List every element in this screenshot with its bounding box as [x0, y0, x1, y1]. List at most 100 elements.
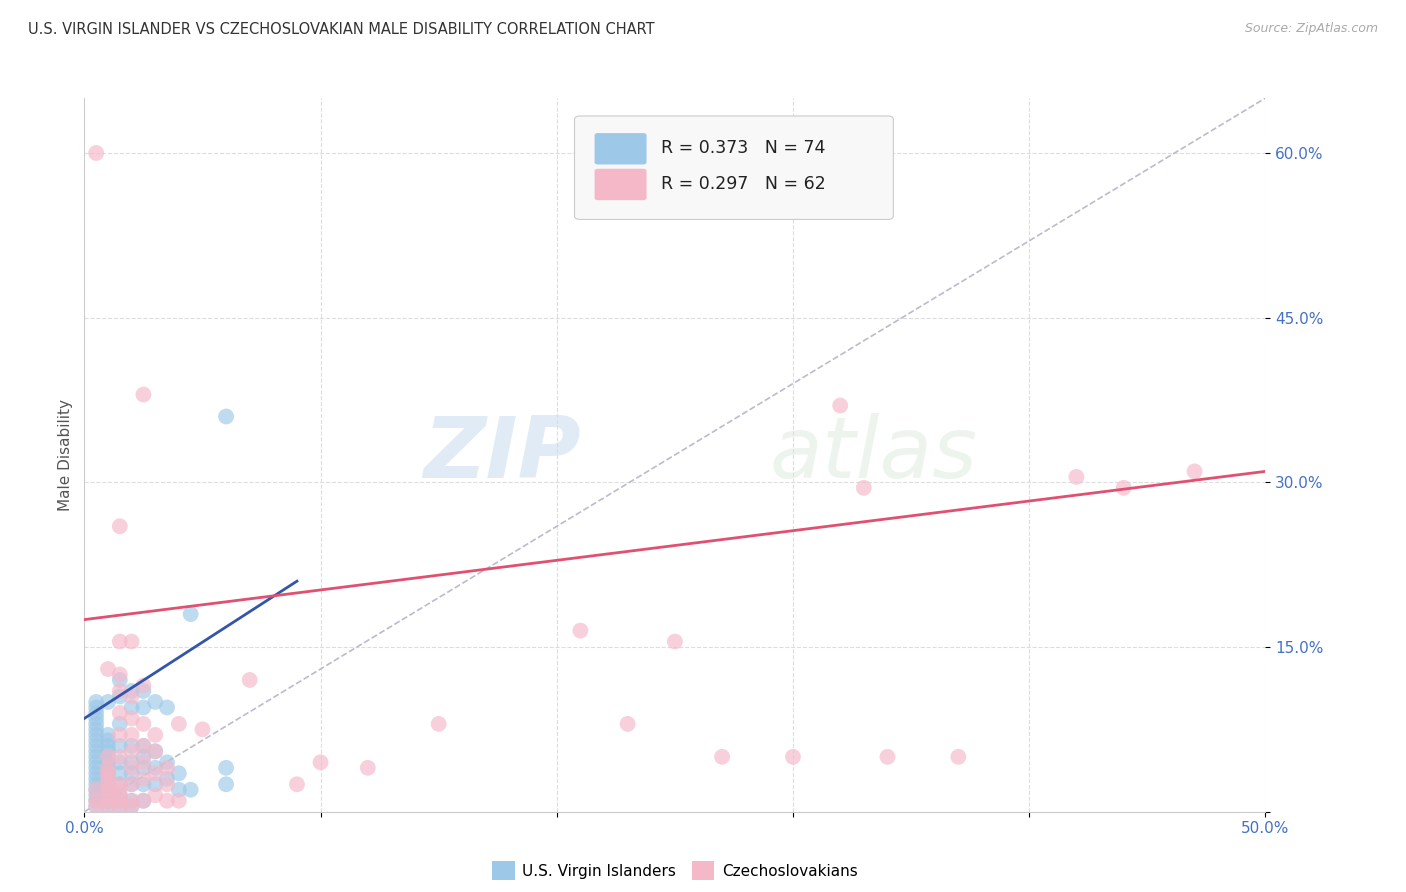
Point: [108, 717, 131, 731]
Point: [132, 678, 155, 692]
Point: [97, 761, 120, 775]
Point: [84, 782, 107, 797]
Point: [97, 789, 120, 803]
Point: [108, 728, 131, 742]
Point: [84, 744, 107, 758]
Point: [167, 717, 190, 731]
Point: [121, 799, 143, 814]
Point: [132, 749, 155, 764]
Point: [215, 761, 238, 775]
Point: [108, 673, 131, 687]
Point: [180, 607, 202, 621]
Point: [97, 749, 120, 764]
Point: [108, 777, 131, 791]
Point: [132, 777, 155, 791]
Point: [97, 794, 120, 808]
Point: [180, 782, 202, 797]
Point: [215, 409, 238, 424]
Point: [143, 695, 166, 709]
Point: [84, 733, 107, 747]
Point: [285, 777, 308, 791]
Point: [97, 789, 120, 803]
Point: [121, 794, 143, 808]
Point: [132, 387, 155, 401]
Point: [121, 777, 143, 791]
Point: [132, 772, 155, 786]
Point: [108, 519, 131, 533]
Point: [239, 673, 262, 687]
Point: [108, 739, 131, 753]
Point: [121, 777, 143, 791]
Point: [97, 777, 120, 791]
Point: [97, 662, 120, 676]
Point: [143, 728, 166, 742]
Legend: U.S. Virgin Islanders, Czechoslovakians: U.S. Virgin Islanders, Czechoslovakians: [485, 855, 865, 886]
Point: [121, 739, 143, 753]
Point: [132, 684, 155, 698]
Point: [167, 766, 190, 780]
Point: [156, 794, 179, 808]
Point: [121, 766, 143, 780]
Point: [121, 744, 143, 758]
Point: [97, 777, 120, 791]
Point: [84, 799, 107, 814]
Point: [84, 695, 107, 709]
Point: [1184, 464, 1206, 478]
Text: R = 0.297   N = 62: R = 0.297 N = 62: [661, 175, 825, 193]
FancyBboxPatch shape: [595, 133, 647, 164]
Point: [97, 794, 120, 808]
Point: [143, 789, 166, 803]
Point: [108, 749, 131, 764]
Point: [97, 766, 120, 780]
Point: [108, 794, 131, 808]
Point: [84, 749, 107, 764]
Point: [167, 794, 190, 808]
Point: [121, 794, 143, 808]
Point: [108, 789, 131, 803]
Point: [97, 782, 120, 797]
Point: [948, 749, 970, 764]
Point: [121, 711, 143, 725]
Point: [132, 756, 155, 770]
Point: [143, 744, 166, 758]
Point: [97, 756, 120, 770]
FancyBboxPatch shape: [595, 169, 647, 200]
Text: atlas: atlas: [769, 413, 977, 497]
Point: [84, 717, 107, 731]
Point: [84, 739, 107, 753]
Text: R = 0.373   N = 74: R = 0.373 N = 74: [661, 139, 825, 157]
Point: [121, 700, 143, 714]
Point: [143, 761, 166, 775]
Point: [84, 761, 107, 775]
Point: [132, 761, 155, 775]
Point: [97, 728, 120, 742]
Point: [108, 684, 131, 698]
Point: [309, 756, 332, 770]
Point: [876, 749, 898, 764]
Point: [569, 624, 592, 638]
Point: [97, 695, 120, 709]
Point: [121, 799, 143, 814]
Y-axis label: Male Disability: Male Disability: [58, 399, 73, 511]
Point: [121, 634, 143, 648]
Point: [84, 756, 107, 770]
Point: [84, 772, 107, 786]
Point: [143, 766, 166, 780]
Point: [132, 700, 155, 714]
Point: [215, 777, 238, 791]
Point: [84, 706, 107, 720]
Point: [156, 777, 179, 791]
Point: [711, 749, 734, 764]
Point: [97, 739, 120, 753]
Point: [108, 782, 131, 797]
Point: [108, 690, 131, 704]
Point: [97, 733, 120, 747]
Text: ZIP: ZIP: [423, 413, 581, 497]
Point: [84, 777, 107, 791]
Point: [830, 399, 852, 413]
Point: [357, 761, 380, 775]
Point: [1112, 481, 1135, 495]
Point: [97, 761, 120, 775]
Point: [132, 739, 155, 753]
Point: [156, 756, 179, 770]
